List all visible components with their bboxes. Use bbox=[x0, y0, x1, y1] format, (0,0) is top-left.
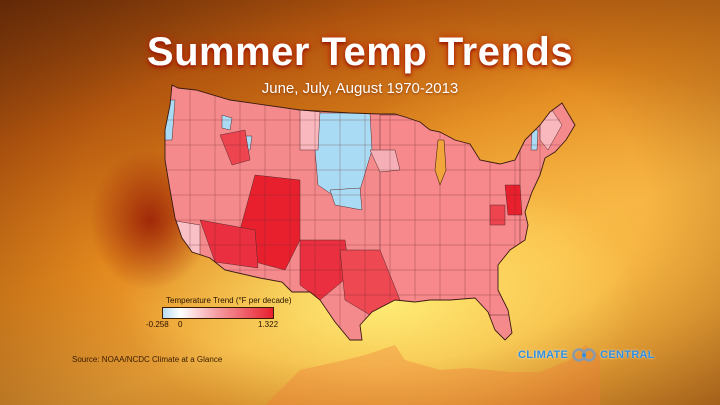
legend-max-label: 1.322 bbox=[258, 320, 279, 329]
page-subtitle: June, July, August 1970-2013 bbox=[261, 80, 459, 97]
legend-title: Temperature Trend (°F per decade) bbox=[166, 296, 292, 305]
page-title: Summer Temp Trends bbox=[146, 30, 574, 74]
logo-text-left: CLIMATE bbox=[518, 349, 569, 361]
source-credit: Source: NOAA/NCDC Climate at a Glance bbox=[72, 355, 223, 364]
legend-min-label: -0.258 bbox=[146, 320, 169, 329]
color-legend: Temperature Trend (°F per decade) -0.258… bbox=[146, 296, 292, 331]
logo-text-right: CENTRAL bbox=[600, 349, 655, 361]
climate-central-logo: CLIMATE CENTRAL bbox=[518, 348, 655, 362]
legend-color-bar bbox=[162, 307, 274, 319]
legend-ticks: -0.258 0 1.322 bbox=[146, 319, 291, 331]
climate-central-rings-icon bbox=[572, 348, 596, 362]
legend-zero-label: 0 bbox=[178, 320, 183, 329]
